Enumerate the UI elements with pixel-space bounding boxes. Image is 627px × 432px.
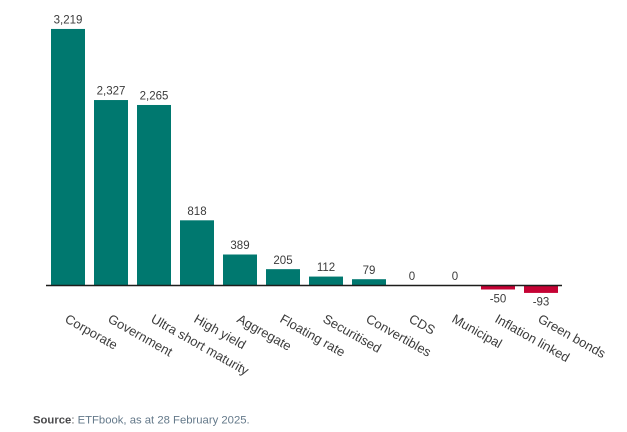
svg-text:112: 112 [317,262,335,274]
svg-text:0: 0 [452,271,458,283]
svg-text:0: 0 [409,271,415,283]
svg-text:2,327: 2,327 [97,86,126,98]
svg-text:Source: ETFbook, as at 28 Febr: Source: ETFbook, as at 28 February 2025. [33,415,250,427]
svg-text:818: 818 [187,206,206,218]
svg-text:205: 205 [273,255,292,267]
svg-text:3,219: 3,219 [54,15,83,27]
svg-text:79: 79 [363,265,376,277]
svg-text:2,265: 2,265 [140,91,169,103]
svg-text:-50: -50 [490,293,507,305]
svg-text:-93: -93 [533,297,550,309]
svg-text:389: 389 [230,240,249,252]
